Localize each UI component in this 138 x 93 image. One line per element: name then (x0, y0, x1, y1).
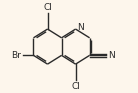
Text: N: N (108, 51, 115, 60)
Text: Cl: Cl (43, 3, 52, 12)
Text: Br: Br (11, 51, 21, 60)
Text: Cl: Cl (71, 82, 80, 91)
Text: N: N (77, 23, 84, 32)
